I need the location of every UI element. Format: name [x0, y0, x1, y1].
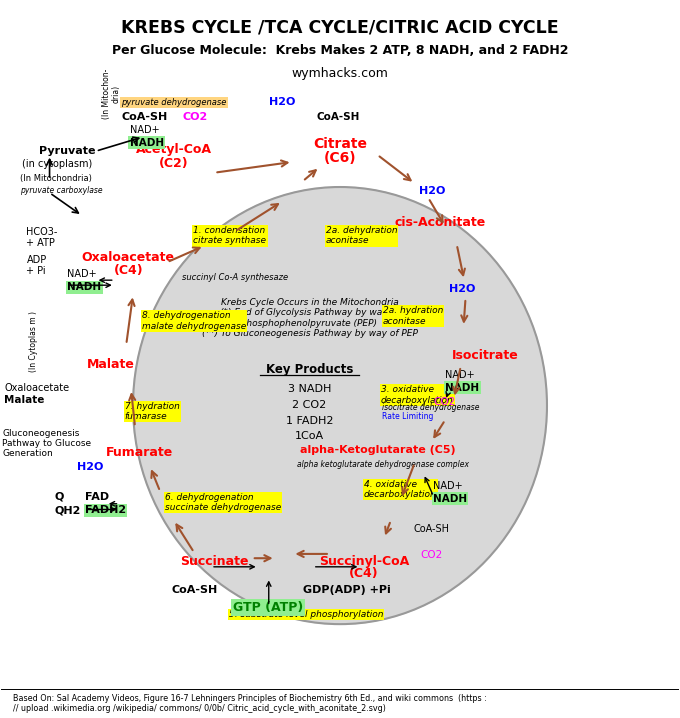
Text: 1 FADH2: 1 FADH2 — [286, 416, 333, 426]
Text: 8. dehydrogenation
malate dehydrogenase: 8. dehydrogenation malate dehydrogenase — [142, 312, 246, 331]
Text: Oxaloacetate: Oxaloacetate — [82, 251, 175, 264]
Text: 2 CO2: 2 CO2 — [292, 400, 326, 410]
Text: Citrate: Citrate — [313, 137, 367, 151]
Text: NADH: NADH — [433, 494, 467, 504]
Text: Acetyl-CoA: Acetyl-CoA — [136, 144, 211, 157]
Text: // upload .wikimedia.org /wikipedia/ commons/ 0/0b/ Citric_acid_cycle_with_aconi: // upload .wikimedia.org /wikipedia/ com… — [13, 704, 386, 713]
Text: Malate: Malate — [4, 395, 44, 405]
Circle shape — [133, 187, 547, 624]
Text: + Pi: + Pi — [27, 266, 46, 276]
Text: 2a. dehydration
aconitase: 2a. dehydration aconitase — [326, 226, 397, 246]
Text: GDP(ADP) +Pi: GDP(ADP) +Pi — [303, 584, 390, 595]
Text: (C6): (C6) — [324, 151, 356, 165]
Text: Succinyl-CoA: Succinyl-CoA — [319, 554, 409, 568]
Text: Pyruvate: Pyruvate — [39, 146, 96, 157]
Text: NAD+: NAD+ — [67, 269, 97, 279]
Text: alpha ketoglutarate dehydrogenase complex: alpha ketoglutarate dehydrogenase comple… — [297, 460, 469, 469]
Text: CoA-SH: CoA-SH — [316, 112, 360, 122]
Text: H2O: H2O — [449, 284, 475, 294]
Text: (C4): (C4) — [114, 264, 143, 276]
Text: Q: Q — [54, 492, 64, 502]
Text: 6. dehydrogenation
succinate dehydrogenase: 6. dehydrogenation succinate dehydrogena… — [165, 493, 281, 512]
Text: 3 NADH: 3 NADH — [288, 384, 331, 394]
Text: FADH2: FADH2 — [85, 505, 126, 516]
Text: Based On: Sal Academy Videos, Figure 16-7 Lehningers Principles of Biochemistry : Based On: Sal Academy Videos, Figure 16-… — [13, 694, 487, 703]
Text: 5. substrate level phosphorylation: 5. substrate level phosphorylation — [228, 610, 384, 620]
Text: HCO3-: HCO3- — [27, 227, 58, 237]
Text: Malate: Malate — [86, 358, 135, 371]
Text: NAD+: NAD+ — [130, 125, 159, 135]
Text: 1CoA: 1CoA — [295, 432, 324, 442]
Text: cis-Aconitate: cis-Aconitate — [395, 216, 486, 229]
Text: GTP (ATP): GTP (ATP) — [233, 601, 303, 614]
Text: CoA-SH: CoA-SH — [413, 524, 449, 534]
Text: Per Glucose Molecule:  Krebs Makes 2 ATP, 8 NADH, and 2 FADH2: Per Glucose Molecule: Krebs Makes 2 ATP,… — [112, 44, 568, 57]
Text: Isocitrate: Isocitrate — [452, 349, 519, 362]
Text: (In Mitochon-
dria): (In Mitochon- dria) — [101, 68, 121, 119]
Text: Key Products: Key Products — [266, 363, 353, 376]
Text: NADH: NADH — [445, 383, 479, 393]
Text: NAD+: NAD+ — [445, 370, 475, 380]
Text: 3. oxidative
decarboxylation: 3. oxidative decarboxylation — [381, 385, 454, 404]
Text: H2O: H2O — [420, 185, 446, 195]
Text: 4. oxidative
decarboxylation: 4. oxidative decarboxylation — [364, 480, 437, 499]
Text: 7. hydration
fumarase: 7. hydration fumarase — [125, 401, 180, 421]
Text: Rate Limiting: Rate Limiting — [382, 412, 433, 421]
Text: H2O: H2O — [269, 98, 295, 108]
Text: succinyl Co-A synthesaze: succinyl Co-A synthesaze — [182, 273, 288, 281]
Text: alpha-Ketoglutarate (C5): alpha-Ketoglutarate (C5) — [299, 445, 455, 455]
Text: pyruvate dehydrogenase: pyruvate dehydrogenase — [122, 98, 227, 107]
Text: pyruvate carboxylase: pyruvate carboxylase — [20, 186, 102, 195]
Text: QH2: QH2 — [54, 505, 81, 516]
Text: CO2: CO2 — [434, 397, 456, 407]
Text: wymhacks.com: wymhacks.com — [292, 67, 388, 80]
Text: NAD+: NAD+ — [433, 481, 462, 491]
Text: (C2): (C2) — [159, 157, 188, 170]
Text: (C4): (C4) — [349, 567, 379, 580]
Text: NADH: NADH — [130, 138, 164, 148]
Text: CoA-SH: CoA-SH — [172, 584, 218, 595]
Text: (in cytoplasm): (in cytoplasm) — [22, 159, 92, 169]
Text: H2O: H2O — [78, 462, 104, 472]
Text: 2a. hydration
aconitase: 2a. hydration aconitase — [383, 307, 443, 326]
Text: ADP: ADP — [27, 255, 47, 265]
Text: Fumarate: Fumarate — [106, 446, 173, 459]
Text: Gluconeogenesis
Pathway to Glucose
Generation: Gluconeogenesis Pathway to Glucose Gener… — [2, 429, 91, 459]
Text: CoA-SH: CoA-SH — [122, 112, 168, 122]
Text: CO2: CO2 — [420, 550, 442, 559]
Text: (In Mitochondria): (In Mitochondria) — [20, 174, 92, 183]
Text: Oxaloacetate: Oxaloacetate — [4, 383, 69, 393]
Text: 1. condensation
citrate synthase: 1. condensation citrate synthase — [193, 226, 267, 246]
Text: + ATP: + ATP — [27, 238, 55, 248]
Text: Krebs Cycle Occurs in the Mitochondria
(*) End of Glycolysis Pathway by way of
P: Krebs Cycle Occurs in the Mitochondria (… — [201, 298, 418, 338]
Text: NADH: NADH — [67, 282, 101, 292]
Text: KREBS CYCLE /TCA CYCLE/CITRIC ACID CYCLE: KREBS CYCLE /TCA CYCLE/CITRIC ACID CYCLE — [121, 19, 559, 37]
Text: FAD: FAD — [85, 492, 109, 502]
Text: CO2: CO2 — [182, 112, 208, 122]
Text: Succinate: Succinate — [180, 554, 249, 568]
Text: (In Cytoplas m ): (In Cytoplas m ) — [29, 312, 38, 373]
Text: isocitrate dehydrogenase: isocitrate dehydrogenase — [382, 404, 479, 412]
